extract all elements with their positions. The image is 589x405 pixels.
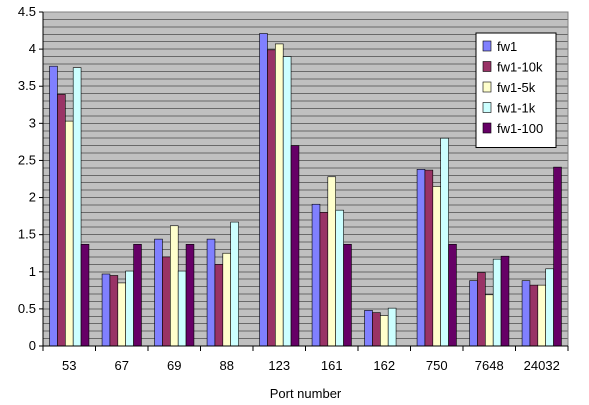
x-tick-label: 123 <box>268 358 290 373</box>
y-tick-label: 1.5 <box>18 227 36 242</box>
bar-fw1-100-24032 <box>553 166 562 347</box>
bar-fw1-7648 <box>469 280 478 347</box>
bar-fw1-1k-123 <box>282 56 292 347</box>
bar-fw1-5k-161 <box>327 176 336 347</box>
legend-swatch-fw1-100 <box>482 122 492 134</box>
bar-fw1-10k-88 <box>214 264 224 347</box>
bar-fw1-10k-69 <box>162 256 171 347</box>
bar-fw1-161 <box>311 203 321 347</box>
bar-fw1-100-67 <box>133 244 142 347</box>
bar-fw1-10k-67 <box>109 275 119 347</box>
bar-fw1-67 <box>101 273 111 347</box>
legend-label-fw1: fw1 <box>497 39 517 54</box>
bar-fw1-1k-88 <box>230 221 239 347</box>
y-tick-label: 4 <box>29 41 36 56</box>
bar-fw1-10k-123 <box>267 49 276 347</box>
legend-swatch-fw1-10k <box>482 61 492 72</box>
bar-fw1-10k-24032 <box>529 284 539 347</box>
y-tick-label: 2.5 <box>18 152 36 167</box>
x-tick-label: 7648 <box>475 358 504 373</box>
x-tick-label: 162 <box>373 358 395 373</box>
bar-fw1-162 <box>364 310 373 347</box>
bar-fw1-1k-162 <box>387 307 397 347</box>
bar-fw1-1k-161 <box>335 209 344 347</box>
legend-swatch-fw1-5k <box>482 81 492 93</box>
y-tick-labels: 0 0.5 1 1.5 2 2.5 3 3.5 4 4.5 <box>18 4 36 353</box>
bar-fw1-10k-162 <box>372 312 381 347</box>
bar-fw1-100-7648 <box>500 255 510 347</box>
legend-swatch-fw1 <box>482 40 492 52</box>
y-tick-label: 1 <box>29 264 36 279</box>
bar-fw1-100-750 <box>448 244 457 347</box>
x-tick-label: 24032 <box>524 358 560 373</box>
bar-fw1-5k-750 <box>432 186 441 347</box>
bar-fw1-10k-750 <box>424 169 434 347</box>
bar-fw1-88 <box>206 238 216 347</box>
legend-label-fw1-10k: fw1-10k <box>497 60 543 75</box>
bar-fw1-5k-88 <box>222 252 231 347</box>
bar-fw1-5k-123 <box>275 43 284 347</box>
bar-fw1-5k-67 <box>117 282 126 347</box>
x-tick-label: 69 <box>167 358 181 373</box>
bar-fw1-1k-69 <box>177 270 187 347</box>
bar-fw1-24032 <box>521 280 531 347</box>
bar-fw1-100-161 <box>343 244 352 347</box>
bar-fw1-100-123 <box>290 145 300 347</box>
bar-fw1-1k-24032 <box>545 268 554 347</box>
y-tick-label: 0 <box>29 338 36 353</box>
bar-fw1-69 <box>154 238 163 347</box>
bar-fw1-5k-69 <box>170 225 179 347</box>
bar-fw1-1k-53 <box>72 67 82 347</box>
legend: fw1 fw1-10k fw1-5k fw1-1k fw1-100 <box>475 32 557 148</box>
x-tick-label: 67 <box>115 358 129 373</box>
bar-fw1-5k-7648 <box>485 294 494 347</box>
legend-label-fw1-5k: fw1-5k <box>497 80 536 95</box>
axes <box>39 11 569 351</box>
x-tick-label: 750 <box>426 358 448 373</box>
bar-fw1-10k-7648 <box>477 272 486 347</box>
y-tick-label: 4.5 <box>18 4 36 19</box>
bar-fw1-5k-162 <box>380 315 389 347</box>
x-tick-labels: 53 67 69 88 123 161 162 750 7648 24032 <box>62 358 560 373</box>
y-tick-label: 3 <box>29 115 36 130</box>
y-tick-label: 0.5 <box>18 301 36 316</box>
bar-fw1-5k-24032 <box>537 284 546 347</box>
x-tick-label: 53 <box>62 358 76 373</box>
bar-fw1-1k-67 <box>125 270 134 347</box>
bar-fw1-53 <box>49 65 58 347</box>
bar-fw1-10k-53 <box>57 94 66 347</box>
bar-fw1-1k-750 <box>440 137 449 347</box>
bar-fw1-5k-53 <box>65 120 74 347</box>
bars <box>49 33 562 347</box>
bar-fw1-1k-7648 <box>492 258 502 347</box>
x-axis-title: Port number <box>270 386 342 401</box>
bar-fw1-10k-161 <box>319 212 329 347</box>
y-tick-label: 2 <box>29 190 36 205</box>
legend-label-fw1-100: fw1-100 <box>497 121 543 136</box>
bar-fw1-750 <box>416 169 426 347</box>
bar-fw1-100-53 <box>80 244 90 347</box>
x-tick-label: 88 <box>220 358 234 373</box>
x-tick-label: 161 <box>321 358 343 373</box>
bar-fw1-123 <box>259 33 268 347</box>
y-tick-label: 3.5 <box>18 78 36 93</box>
legend-swatch-fw1-1k <box>482 102 492 113</box>
bar-fw1-100-69 <box>185 244 195 347</box>
legend-label-fw1-1k: fw1-1k <box>497 101 536 116</box>
